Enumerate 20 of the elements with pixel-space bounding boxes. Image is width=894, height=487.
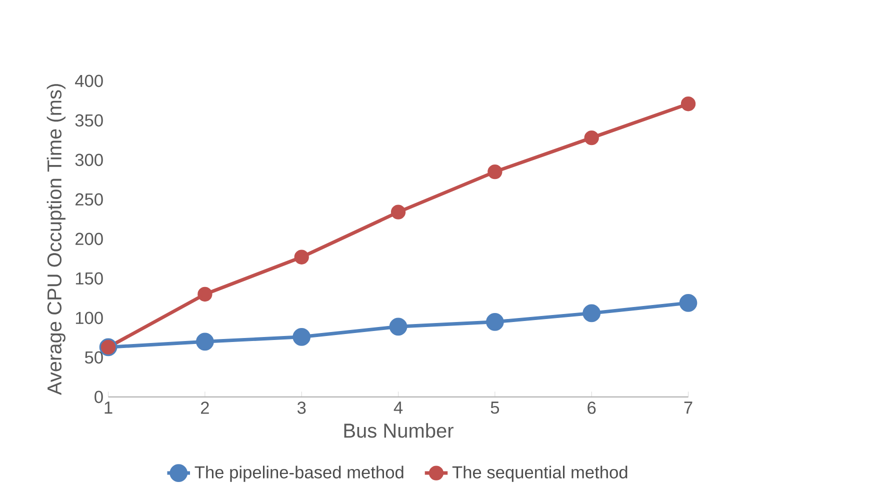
x-tick-label: 4 (394, 402, 403, 414)
x-tick-label: 2 (200, 402, 209, 414)
y-tick-label: 300 (75, 154, 103, 166)
y-tick-label: 250 (76, 193, 103, 206)
x-tick-label: 5 (490, 402, 500, 414)
y-tick-label: 0 (94, 390, 103, 404)
y-tick-label: 400 (75, 74, 103, 88)
y-tick-label: 150 (76, 272, 103, 285)
x-tick-label: 7 (684, 402, 692, 414)
y-tick-label: 350 (75, 114, 103, 127)
y-axis-title: Average CPU Occuption Time (ms) (46, 84, 66, 396)
legend-label: The pipeline-based method (194, 466, 404, 482)
x-tick-label: 1 (104, 402, 112, 414)
x-tick-label: 3 (297, 402, 306, 414)
x-axis-title: Bus Number (344, 423, 454, 438)
x-tick-label: 6 (588, 402, 596, 414)
y-tick-label: 50 (84, 351, 103, 364)
y-tick-label: 200 (76, 232, 103, 246)
legend-label: The sequential method (452, 466, 628, 482)
y-tick-label: 100 (76, 312, 103, 324)
